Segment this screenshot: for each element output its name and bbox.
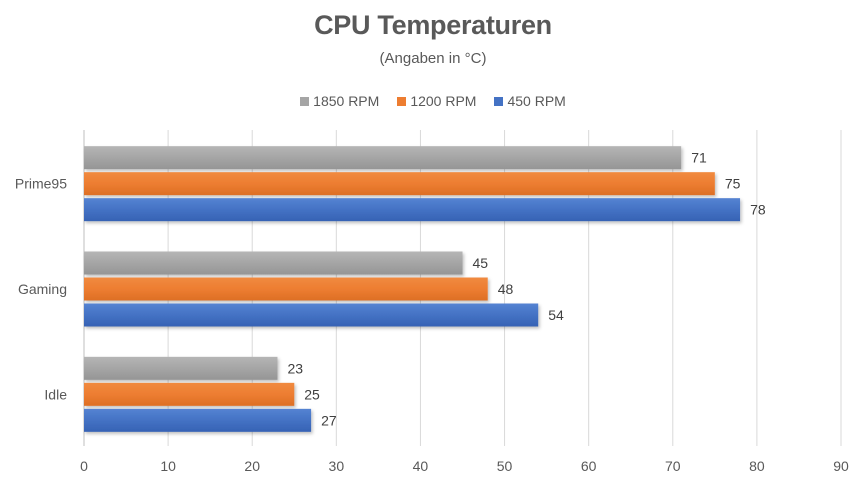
- data-label-idle-450-rpm: 27: [321, 412, 337, 428]
- x-tick-label-50: 50: [497, 458, 513, 474]
- legend-item-1850-rpm: 1850 RPM: [300, 93, 379, 109]
- bar-gaming-1850-rpm: [84, 251, 463, 275]
- legend-swatch-1850-rpm: [300, 96, 310, 106]
- legend-item-1200-rpm: 1200 RPM: [397, 93, 476, 109]
- legend-swatch-1200-rpm: [397, 96, 407, 106]
- data-label-idle-1200-rpm: 25: [304, 386, 320, 402]
- data-label-idle-1850-rpm: 23: [287, 360, 303, 376]
- x-tick-label-30: 30: [329, 458, 345, 474]
- data-label-prime95-1850-rpm: 71: [691, 150, 707, 166]
- data-label-gaming-1850-rpm: 45: [473, 255, 489, 271]
- chart-subtitle: (Angaben in °C): [379, 50, 487, 67]
- chart-legend: 1850 RPM 1200 RPM 450 RPM: [0, 93, 866, 109]
- x-tick-label-0: 0: [80, 458, 88, 474]
- bar-idle-1200-rpm: [84, 382, 295, 406]
- x-tick-label-20: 20: [244, 458, 260, 474]
- bar-idle-1850-rpm: [84, 356, 278, 380]
- data-label-gaming-450-rpm: 54: [548, 307, 564, 323]
- legend-item-450-rpm: 450 RPM: [494, 93, 566, 109]
- bar-idle-450-rpm: [84, 408, 312, 432]
- category-label-prime95: Prime95: [15, 176, 67, 192]
- data-label-gaming-1200-rpm: 48: [498, 281, 514, 297]
- data-label-prime95-1200-rpm: 75: [725, 176, 741, 192]
- category-label-gaming: Gaming: [18, 281, 67, 297]
- bar-gaming-450-rpm: [84, 303, 539, 327]
- x-tick-label-10: 10: [160, 458, 176, 474]
- x-tick-label-60: 60: [581, 458, 597, 474]
- x-tick-label-80: 80: [749, 458, 765, 474]
- bar-prime95-450-rpm: [84, 198, 741, 222]
- x-tick-label-90: 90: [833, 458, 849, 474]
- x-tick-label-70: 70: [665, 458, 681, 474]
- data-label-prime95-450-rpm: 78: [750, 202, 766, 218]
- category-label-idle: Idle: [44, 386, 67, 402]
- bar-prime95-1850-rpm: [84, 146, 682, 170]
- legend-label-450-rpm: 450 RPM: [507, 93, 566, 109]
- legend-label-1850-rpm: 1850 RPM: [313, 93, 380, 109]
- legend-label-1200-rpm: 1200 RPM: [410, 93, 477, 109]
- chart-title: CPU Temperaturen: [314, 10, 552, 40]
- legend-swatch-450-rpm: [494, 96, 504, 106]
- bar-gaming-1200-rpm: [84, 277, 488, 301]
- bar-prime95-1200-rpm: [84, 172, 715, 196]
- x-tick-label-40: 40: [413, 458, 429, 474]
